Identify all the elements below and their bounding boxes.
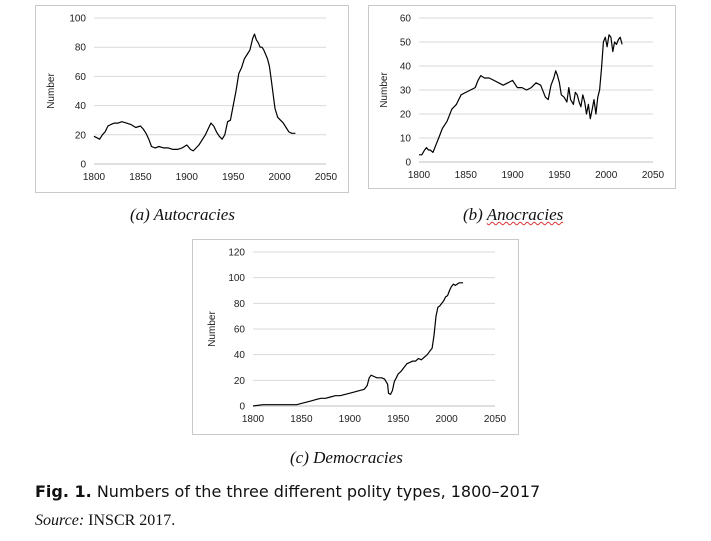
figure-caption: Fig. 1. Numbers of the three different p… [35, 482, 540, 501]
y-axis-label: Number [207, 311, 218, 347]
y-tick-label: 80 [234, 299, 246, 310]
x-tick-label: 2000 [268, 172, 291, 183]
chart-anocracies: 0 10 20 30 40 50 60 1800 1850 1900 1950 2000 2050 Num… [379, 14, 665, 182]
x-tick-label: 2000 [435, 414, 458, 425]
y-tick-label: 40 [75, 101, 87, 112]
caption-main-autocracies: Autocracies [153, 205, 235, 224]
chart-autocracies: 0 20 40 60 80 100 1800 1850 1900 1950 2000 2050 Numb… [46, 14, 338, 184]
series-line [252, 282, 464, 407]
y-tick-label: 20 [234, 376, 246, 387]
y-axis-label: Number [46, 73, 57, 109]
y-tick-label: 40 [400, 62, 412, 73]
y-tick-label: 30 [400, 86, 412, 97]
x-tick-label: 1850 [290, 414, 313, 425]
figure-text: Numbers of the three different polity ty… [96, 482, 541, 501]
x-tick-label: 2050 [642, 170, 665, 181]
x-tick-label: 1950 [387, 414, 410, 425]
x-tick-label: 1950 [548, 170, 571, 181]
y-tick-label: 60 [400, 14, 412, 25]
x-tick-label: 1900 [176, 172, 199, 183]
y-tick-label: 100 [69, 14, 86, 25]
source-label: Source: [35, 512, 85, 529]
caption-prefix-anocracies: (b) [463, 205, 487, 224]
x-tick-label: 1800 [408, 170, 431, 181]
caption-prefix-autocracies: (a) [130, 205, 154, 224]
y-tick-label: 60 [75, 72, 87, 83]
x-tick-label: 2000 [595, 170, 618, 181]
y-tick-label: 60 [234, 325, 246, 336]
x-tick-label: 1850 [129, 172, 152, 183]
x-tick-label: 1950 [222, 172, 245, 183]
caption-democracies: (c) Democracies [290, 448, 403, 468]
caption-prefix-democracies: (c) [290, 448, 314, 467]
y-tick-label: 80 [75, 43, 87, 54]
x-tick-label: 1850 [455, 170, 478, 181]
chart-democracies: 0 20 40 60 80 100 120 1800 1850 1900 1950 2000 2050 N… [207, 248, 507, 426]
y-tick-label: 20 [75, 130, 87, 141]
chart-panel-anocracies: 0 10 20 30 40 50 60 1800 1850 1900 1950 2000 2050 Num… [368, 5, 676, 189]
caption-autocracies: (a) Autocracies [130, 205, 235, 225]
x-tick-label: 1800 [83, 172, 106, 183]
chart-panel-democracies: 0 20 40 60 80 100 120 1800 1850 1900 1950 2000 2050 N… [192, 239, 519, 435]
y-tick-label: 20 [400, 110, 412, 121]
y-tick-label: 100 [228, 273, 245, 284]
y-tick-label: 10 [400, 134, 412, 145]
y-tick-label: 0 [80, 160, 86, 171]
y-tick-label: 50 [400, 38, 412, 49]
y-tick-label: 0 [239, 402, 245, 413]
x-tick-label: 1900 [501, 170, 524, 181]
x-tick-label: 2050 [315, 172, 338, 183]
caption-main-democracies: Democracies [313, 448, 403, 467]
y-tick-label: 120 [228, 248, 245, 259]
chart-panel-autocracies: 0 20 40 60 80 100 1800 1850 1900 1950 2000 2050 Numb… [35, 5, 349, 193]
x-tick-label: 1800 [242, 414, 265, 425]
y-tick-label: 0 [405, 158, 411, 169]
figure-source: Source: INSCR 2017. [35, 512, 175, 530]
series-line [419, 34, 623, 156]
source-text: INSCR 2017. [88, 512, 176, 529]
caption-anocracies: (b) Anocracies [463, 205, 563, 225]
series-line [93, 33, 296, 152]
caption-main-anocracies: Anocracies [486, 205, 564, 224]
x-tick-label: 1900 [339, 414, 362, 425]
figure-label: Fig. 1. [35, 482, 92, 501]
y-tick-label: 40 [234, 350, 246, 361]
x-tick-label: 2050 [484, 414, 507, 425]
y-axis-label: Number [379, 72, 390, 108]
